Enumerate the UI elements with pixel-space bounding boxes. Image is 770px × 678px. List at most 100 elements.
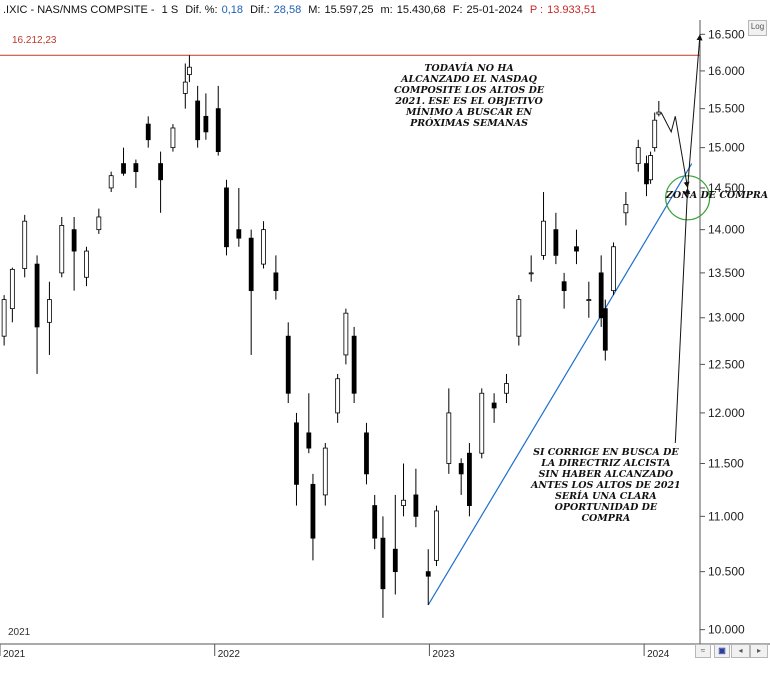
candle-body (248, 237, 254, 292)
symbol-label: .IXIC - NAS/NMS COMPSITE - (3, 4, 155, 16)
candle-body (187, 66, 192, 76)
scroll-right-icon[interactable]: ▸ (750, 644, 768, 658)
y-tick-label: 10.500 (708, 565, 745, 579)
candle-body (322, 447, 328, 496)
candle-body (479, 392, 485, 454)
candle-body (598, 272, 604, 319)
candle-body (467, 452, 472, 506)
candle-body (1, 299, 7, 337)
x-tick-label: 2023 (432, 649, 455, 660)
candle-body (364, 432, 369, 475)
candle-body (310, 483, 316, 539)
candle-body (458, 463, 464, 475)
max-label: M: (308, 4, 321, 16)
y-tick-label: 12.500 (708, 357, 745, 371)
max-value: 15.597,25 (324, 4, 374, 16)
y-tick-label: 13.000 (708, 311, 745, 325)
candle-body (635, 147, 641, 164)
corner-year-label: 2021 (8, 627, 31, 638)
candle-body (121, 163, 126, 174)
dif-pct-label: Dif. %: (185, 4, 218, 16)
min-label: m: (380, 4, 393, 16)
candle-body (656, 111, 662, 115)
candle-body (401, 499, 406, 506)
candle-body (434, 510, 439, 561)
scroll-left-icon[interactable]: ◂ (731, 644, 750, 658)
top-note-line: PRÓXIMAS SEMANAS (410, 118, 528, 129)
candle-body (261, 229, 266, 265)
x-tick-label: 2021 (3, 649, 26, 660)
bottom-note-line: ANTES LOS ALTOS DE 2021 (531, 480, 681, 491)
candle-body (392, 548, 398, 573)
resistance-label: 16.212,23 (12, 35, 57, 46)
candle-body (236, 229, 242, 239)
y-tick-label: 12.000 (708, 406, 745, 420)
y-tick-label: 15.500 (708, 102, 745, 116)
candle-body (203, 115, 209, 133)
date-label: F: (452, 4, 463, 16)
chart-header: .IXIC - NAS/NMS COMPSITE - 1 S Dif. %: 0,… (0, 0, 770, 20)
candle-body (648, 155, 653, 181)
candle-body (541, 220, 546, 256)
price-label: P : (529, 4, 544, 16)
candle-body (9, 268, 15, 310)
top-note-line: ALCANZADO EL NASDAQ (401, 74, 537, 85)
candle-body (133, 163, 139, 173)
dif-label: Dif.: (250, 4, 270, 16)
bottom-note-line: OPORTUNIDAD DE (554, 502, 658, 513)
bottom-note-line: LA DIRECTRIZ ALCISTA (541, 458, 671, 469)
candle-body (170, 127, 176, 149)
candle-body (343, 312, 349, 356)
wave-tool-button[interactable]: ≈ (695, 644, 711, 658)
y-tick-label: 11.000 (708, 509, 744, 523)
candle-body (34, 263, 40, 328)
save-icon[interactable]: ▣ (714, 644, 730, 658)
candle-body (553, 229, 559, 256)
top-note-line: 2021. ESE ES EL OBJETIVO (395, 96, 543, 107)
bottom-note-line: COMPRA (581, 513, 631, 524)
y-tick-label: 11.500 (708, 456, 744, 470)
candle-body (158, 163, 163, 181)
candle-body (306, 432, 312, 449)
candle-body (491, 402, 497, 409)
candle-body (372, 505, 378, 539)
bottom-annotation: SI CORRIGE EN BUSCA DE LA DIRECTRIZ ALCIS… (531, 447, 681, 524)
candle-body (195, 100, 201, 141)
candle-body (644, 163, 649, 185)
candle-body (71, 229, 77, 252)
candle-body (652, 119, 658, 149)
top-note-line: MÍNIMO A BUSCAR EN (405, 107, 533, 118)
candle-body (380, 537, 386, 590)
top-note-line: TODAVÍA NO HA (424, 63, 514, 74)
support-trendline (427, 163, 693, 606)
y-tick-label: 10.000 (708, 623, 745, 637)
price-value: 13.933,51 (547, 4, 597, 16)
dif-value: 28,58 (273, 4, 302, 16)
candle-body (224, 187, 229, 248)
candle-body (623, 204, 629, 214)
candle-body (285, 335, 291, 394)
projection-arrow (674, 187, 691, 444)
candle-body (425, 571, 431, 577)
candle-body (504, 383, 509, 394)
top-note-line: COMPOSITE LOS ALTOS DE (394, 85, 545, 96)
y-tick-label: 14.500 (708, 181, 745, 195)
candle-body (182, 81, 188, 94)
projection-arrow (687, 34, 703, 188)
zone-label: ZONA DE COMPRA (666, 190, 769, 201)
candle-body (59, 225, 65, 274)
candle-body (273, 272, 279, 292)
candle-body (351, 335, 357, 394)
top-annotation: TODAVÍA NO HA ALCANZADO EL NASDAQ COMPOSIT… (394, 63, 544, 129)
candle-body (528, 272, 534, 275)
x-tick-label: 2022 (218, 649, 241, 660)
candle-body (47, 299, 52, 323)
y-tick-label: 13.500 (708, 266, 745, 280)
log-scale-button[interactable]: Log (748, 20, 767, 36)
candle-body (602, 308, 608, 351)
y-tick-label: 15.000 (708, 141, 745, 155)
candle-body (561, 281, 567, 292)
y-tick-label: 16.500 (708, 27, 745, 41)
